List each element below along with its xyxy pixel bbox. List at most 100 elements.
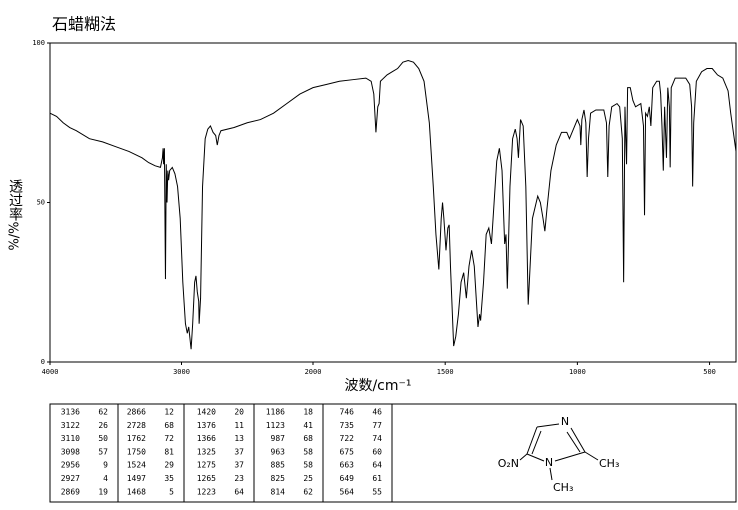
table-cell: 41 — [303, 421, 313, 430]
table-cell: 26 — [98, 421, 108, 430]
bond — [519, 453, 528, 461]
table-cell: 29 — [164, 461, 174, 470]
atom-label: O₂N — [498, 457, 519, 470]
peak-table: 3136 62 3122 26 3110 50 3098 57 2956 9 2927 4 2869 19… — [61, 404, 393, 502]
x-tick-label: 1000 — [569, 368, 586, 376]
table-cell: 1123 — [266, 421, 285, 430]
table-cell: 1366 — [197, 434, 216, 443]
table-cell: 1524 — [127, 461, 146, 470]
table-cell: 46 — [372, 408, 382, 417]
table-cell: 35 — [164, 474, 174, 483]
table-cell: 814 — [271, 487, 286, 496]
table-cell: 987 — [271, 434, 286, 443]
atom-label: N — [545, 456, 553, 469]
bond — [554, 451, 586, 462]
table-cell: 885 — [271, 461, 286, 470]
table-cell: 4 — [103, 474, 108, 483]
table-cell: 12 — [164, 408, 174, 417]
table-cell: 1497 — [127, 474, 146, 483]
table-cell: 61 — [372, 474, 382, 483]
table-cell: 1750 — [127, 447, 146, 456]
table-cell: 2927 — [61, 474, 80, 483]
table-cell: 3122 — [61, 421, 80, 430]
x-tick-label: 4000 — [42, 368, 59, 376]
table-cell: 13 — [234, 434, 244, 443]
table-cell: 1186 — [266, 408, 285, 417]
x-tick-label: 500 — [703, 368, 716, 376]
table-frame — [49, 403, 737, 503]
table-cell: 2866 — [127, 408, 146, 417]
table-cell: 64 — [234, 487, 244, 496]
table-cell: 675 — [340, 447, 355, 456]
bond — [526, 453, 545, 462]
y-axis-label: 透过率 — [7, 179, 23, 221]
table-cell: 62 — [98, 408, 108, 417]
spectrum-line — [49, 60, 737, 350]
table-cell: 23 — [234, 474, 244, 483]
table-cell: 3098 — [61, 447, 80, 456]
table-cell: 963 — [271, 447, 286, 456]
y-tick-label: 100 — [32, 39, 45, 47]
table-cell: 11 — [234, 421, 244, 430]
table-cell: 1376 — [197, 421, 216, 430]
table-cell: 74 — [372, 434, 382, 443]
atom-label: CH₃ — [599, 457, 619, 470]
table-cell: 68 — [303, 434, 313, 443]
table-cell: 1223 — [197, 487, 216, 496]
table-cell: 1325 — [197, 447, 216, 456]
bond — [549, 467, 553, 481]
table-cell: 72 — [164, 434, 174, 443]
table-cell: 58 — [303, 447, 313, 456]
bond — [536, 423, 560, 428]
table-cell: 37 — [234, 447, 244, 456]
table-cell: 1275 — [197, 461, 216, 470]
table-cell: 57 — [98, 447, 108, 456]
table-cell: 5 — [169, 487, 174, 496]
table-cell: 19 — [98, 487, 108, 496]
table-cell: 722 — [340, 434, 355, 443]
table-cell: 55 — [372, 487, 382, 496]
table-cell: 2869 — [61, 487, 80, 496]
table-cell: 25 — [303, 474, 313, 483]
atom-label: CH₃ — [553, 481, 573, 494]
table-cell: 825 — [271, 474, 286, 483]
y-tick-label: 0 — [41, 358, 45, 366]
table-cell: 649 — [340, 474, 355, 483]
table-cell: 735 — [340, 421, 355, 430]
table-cell: 1265 — [197, 474, 216, 483]
table-cell: 37 — [234, 461, 244, 470]
table-cell: 3136 — [61, 408, 80, 417]
structure — [519, 423, 599, 481]
x-tick-label: 1500 — [437, 368, 454, 376]
table-cell: 60 — [372, 447, 382, 456]
table-cell: 663 — [340, 461, 355, 470]
bond — [570, 427, 586, 453]
table-cell: 81 — [164, 447, 174, 456]
table-cell: 1420 — [197, 408, 216, 417]
x-tick-label: 3000 — [173, 368, 190, 376]
atom-label: N — [561, 415, 569, 428]
chart-title: 石蜡糊法 — [52, 15, 116, 34]
table-cell: 3110 — [61, 434, 80, 443]
table-cell: 1468 — [127, 487, 146, 496]
table-cell: 2728 — [127, 421, 146, 430]
table-cell: 62 — [303, 487, 313, 496]
x-axis-label: 波数/cm⁻¹ — [344, 378, 411, 394]
table-cell: 68 — [164, 421, 174, 430]
table-cell: 1762 — [127, 434, 146, 443]
x-tick-label: 2000 — [305, 368, 322, 376]
plot: 4000 3000 2000 1500 1000 500 0 50 100 — [32, 39, 737, 376]
table-cell: 564 — [340, 487, 355, 496]
y-tick-label: 50 — [37, 199, 45, 207]
table-cell: 77 — [372, 421, 382, 430]
table-cell: 64 — [372, 461, 382, 470]
plot-frame — [49, 42, 737, 363]
table-cell: 2956 — [61, 461, 80, 470]
table-cell: 746 — [340, 408, 355, 417]
table-cell: 9 — [103, 461, 108, 470]
table-cell: 20 — [234, 408, 244, 417]
y-axis-unit: %/% — [8, 221, 23, 250]
bond — [584, 451, 599, 461]
table-cell: 58 — [303, 461, 313, 470]
